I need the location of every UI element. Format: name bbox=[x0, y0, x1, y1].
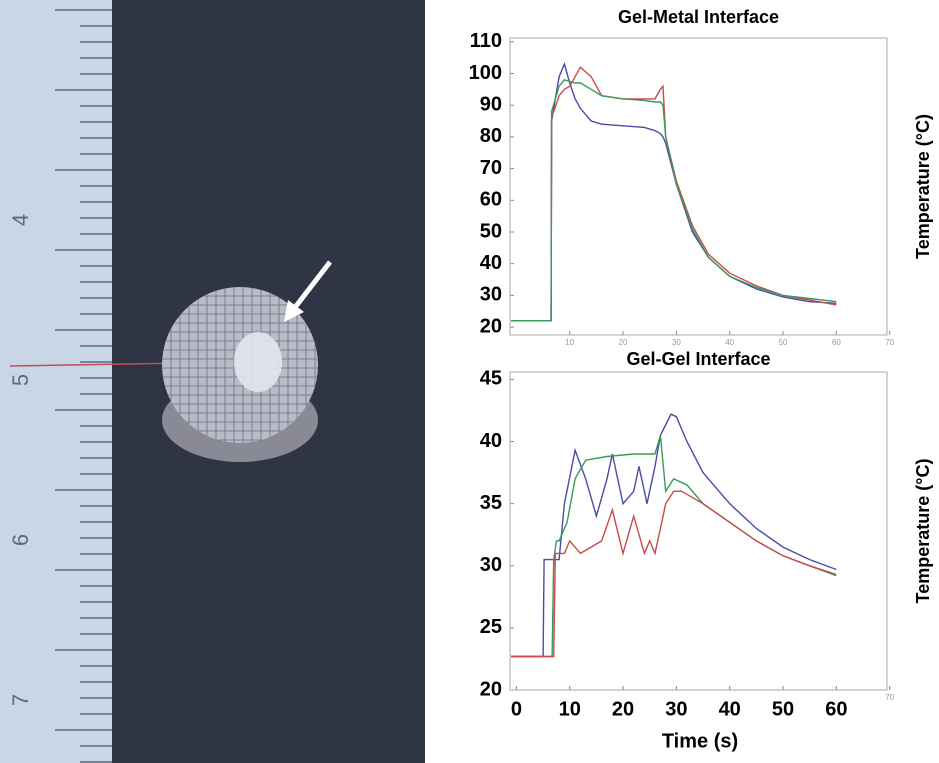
x-tick-label: 30 bbox=[672, 338, 681, 347]
y-axis-label: Temperature (°C) bbox=[913, 114, 933, 259]
ruler-label: 5 bbox=[8, 374, 33, 386]
y-tick-label: 100 bbox=[469, 62, 502, 84]
gel bbox=[234, 332, 282, 392]
y-tick-label: 45 bbox=[480, 368, 502, 390]
x-tick-label: 50 bbox=[772, 698, 794, 720]
y-tick-label: 80 bbox=[480, 125, 502, 147]
y-tick-label: 40 bbox=[480, 252, 502, 274]
y-tick-label: 90 bbox=[480, 93, 502, 115]
series-line bbox=[511, 80, 836, 321]
y-tick-label: 40 bbox=[480, 430, 502, 452]
y-tick-label: 70 bbox=[480, 157, 502, 179]
x-tick-label: 60 bbox=[825, 698, 847, 720]
x-tick-label: 20 bbox=[612, 698, 634, 720]
y-tick-label: 60 bbox=[480, 189, 502, 211]
y-tick-label: 35 bbox=[480, 492, 502, 514]
ruler-label: 7 bbox=[8, 694, 33, 706]
x-tick-label: 50 bbox=[779, 338, 788, 347]
x-tick-label: 40 bbox=[719, 698, 741, 720]
plot-frame bbox=[510, 38, 887, 335]
y-tick-label: 110 bbox=[470, 30, 502, 52]
ruler-label: 4 bbox=[8, 214, 33, 226]
series-line bbox=[511, 67, 836, 321]
x-tick-label: 30 bbox=[665, 698, 687, 720]
figure: 4567Gel-Metal Interface20304050607080901… bbox=[0, 0, 939, 763]
series-line bbox=[511, 414, 836, 656]
ruler-label: 6 bbox=[8, 534, 33, 546]
x-tick-label: 70 bbox=[885, 693, 894, 702]
y-axis-label: Temperature (°C) bbox=[913, 459, 933, 604]
y-tick-label: 20 bbox=[480, 678, 502, 700]
x-tick-label: 0 bbox=[511, 698, 522, 720]
x-tick-label: 40 bbox=[725, 338, 734, 347]
series-line bbox=[511, 64, 836, 321]
plot-frame bbox=[510, 372, 887, 690]
chart-title: Gel-Gel Interface bbox=[626, 349, 770, 369]
x-tick-label: 60 bbox=[832, 338, 841, 347]
y-tick-label: 30 bbox=[480, 554, 502, 576]
y-tick-label: 25 bbox=[480, 616, 502, 638]
y-tick-label: 30 bbox=[480, 284, 502, 306]
x-axis-label: Time (s) bbox=[662, 730, 738, 752]
x-tick-label: 20 bbox=[619, 338, 628, 347]
photo bbox=[0, 0, 425, 763]
series-line bbox=[511, 491, 836, 656]
chart-title: Gel-Metal Interface bbox=[618, 7, 779, 27]
x-tick-label: 10 bbox=[559, 698, 581, 720]
y-tick-label: 20 bbox=[480, 315, 502, 337]
x-tick-label: 10 bbox=[565, 338, 574, 347]
y-tick-label: 50 bbox=[480, 220, 502, 242]
x-tick-label: 70 bbox=[885, 338, 894, 347]
